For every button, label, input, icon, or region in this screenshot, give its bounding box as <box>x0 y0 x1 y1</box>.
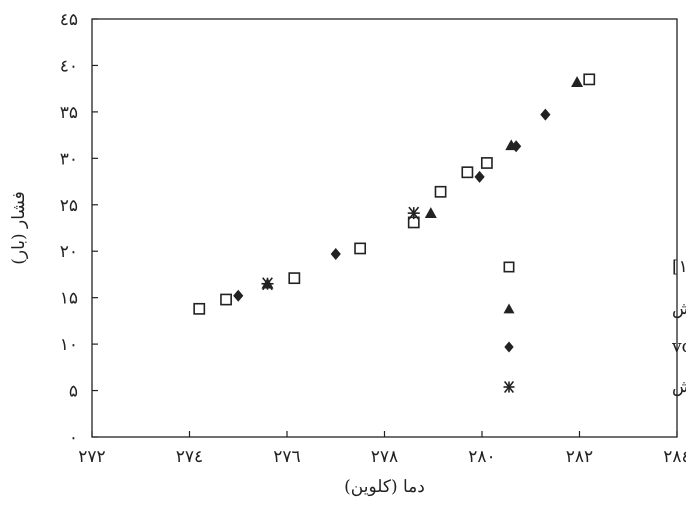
x-axis-label: دما (کلوین) <box>344 477 425 497</box>
y-tick-label: ۳۵ <box>60 103 78 123</box>
data-points <box>193 73 596 315</box>
point-series-3 <box>511 140 522 153</box>
point-series-3 <box>330 248 341 261</box>
legend-label-4: تکرارپذیری آزمایش <box>672 375 686 397</box>
point-series-1 <box>461 166 474 179</box>
legend-label-2: نتایج پژوهش <box>672 299 686 319</box>
point-series-1 <box>434 185 447 198</box>
x-tick-label: ۲۸۰ <box>468 447 495 467</box>
legend: داده‌های مرجع [۱] نتایج پژوهش مدل vdW-p تکر… <box>503 257 686 397</box>
tick-labels: ۲۷۲ ۲۷٤ ۲۷٦ ۲۷۸ ۲۸۰ ۲۸۲ ۲۸٤ ۰ ۵ ۱۰ ۱۵ ۲۰ ۲۵ ۳۰ ۳۵ ٤۰ ٤۵ <box>60 10 686 467</box>
point-series-3 <box>540 108 551 121</box>
x-tick-label: ۲۷۸ <box>371 447 398 467</box>
x-tick-label: ۲۷۲ <box>78 447 105 467</box>
point-series-2 <box>424 207 437 218</box>
point-series-3 <box>474 170 485 183</box>
y-tick-label: ۱۵ <box>60 289 78 309</box>
axes <box>91 18 678 438</box>
point-series-1 <box>220 293 232 306</box>
point-series-2 <box>571 76 584 87</box>
point-series-3 <box>233 289 244 302</box>
legend-label-3: مدل vdW-p <box>671 337 686 357</box>
legend-marker-1 <box>503 261 515 273</box>
point-series-1 <box>583 73 596 86</box>
y-tick-label: ٤۵ <box>60 10 78 30</box>
y-tick-label: ۵ <box>69 382 78 402</box>
x-tick-label: ۲۸۲ <box>566 447 593 467</box>
point-series-1 <box>354 242 367 255</box>
x-tick-label: ۲۷٦ <box>273 447 300 467</box>
x-tick-label: ۲۷٤ <box>176 447 203 467</box>
point-series-4 <box>407 206 420 220</box>
legend-marker-2 <box>503 303 515 314</box>
legend-marker-4 <box>503 381 515 393</box>
point-series-1 <box>480 157 493 169</box>
point-series-1 <box>193 302 206 315</box>
y-axis-label: فشار (بار) <box>9 191 29 264</box>
y-tick-label: ۲۰ <box>60 242 78 262</box>
legend-label-1: داده‌های مرجع [۱] <box>672 257 686 277</box>
point-series-4 <box>261 277 274 291</box>
legend-marker-3 <box>504 341 514 353</box>
y-tick-label: ۳۰ <box>60 149 78 169</box>
y-tick-label: ٤۰ <box>60 56 78 76</box>
y-tick-label: ۱۰ <box>60 335 78 355</box>
point-series-1 <box>288 272 301 285</box>
x-tick-label: ۲۸٤ <box>663 447 686 467</box>
y-tick-label: ۲۵ <box>60 196 78 216</box>
y-tick-label: ۰ <box>69 428 78 448</box>
